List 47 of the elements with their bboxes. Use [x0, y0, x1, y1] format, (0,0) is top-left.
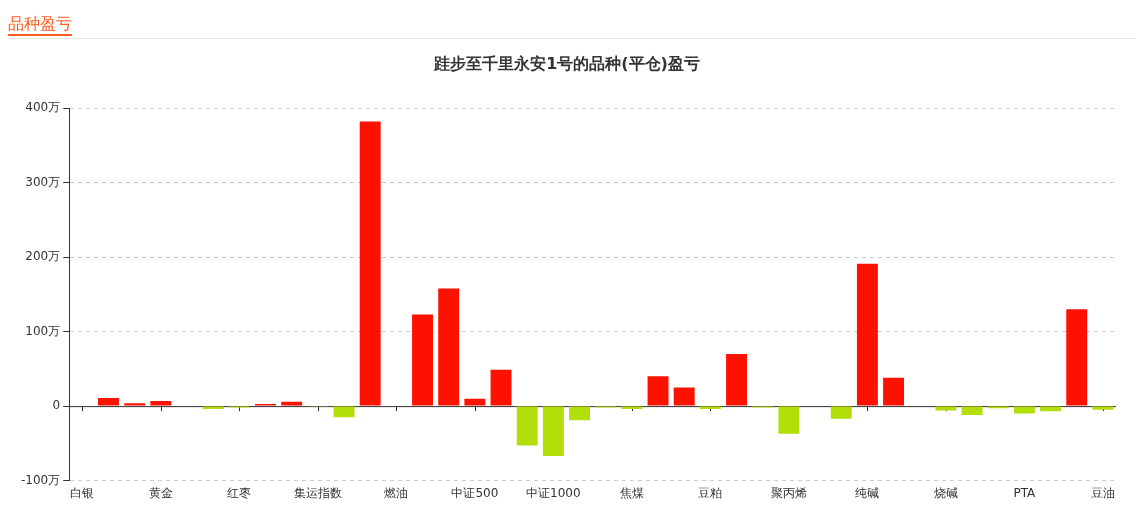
bar: [516, 406, 538, 446]
x-tick-label: 中证1000: [526, 485, 581, 500]
chart-title: 跬步至千里永安1号的品种(平仓)盈亏: [433, 53, 700, 73]
x-tick-label: 黄金: [148, 485, 173, 500]
y-tick-label: 100万: [25, 323, 61, 338]
bar: [935, 406, 957, 411]
bar: [412, 314, 433, 406]
bar: [1013, 406, 1035, 414]
bar: [961, 406, 983, 416]
bar: [490, 369, 512, 406]
x-tick-label: 焦煤: [619, 485, 644, 500]
y-tick-label: 200万: [25, 249, 61, 264]
bar: [333, 406, 355, 418]
bar: [856, 263, 878, 406]
bar: [438, 288, 460, 406]
bar: [359, 121, 381, 406]
x-tick-label: 豆油: [1090, 485, 1115, 500]
bar: [281, 401, 303, 406]
x-tick-label: 纯碱: [855, 485, 880, 500]
bar: [883, 377, 905, 406]
x-tick-label: PTA: [1013, 485, 1037, 500]
bar: [124, 403, 146, 406]
bar: [542, 406, 564, 457]
x-tick-label: 聚丙烯: [770, 485, 807, 500]
y-tick-label: -100万: [21, 472, 61, 487]
bar: [647, 376, 669, 406]
bar: [778, 406, 800, 434]
x-tick-label: 白银: [70, 485, 95, 500]
x-tick-label: 中证500: [451, 485, 499, 500]
x-tick-label: 红枣: [227, 485, 252, 500]
y-tick-label: 0: [52, 398, 61, 413]
y-tick-label: 400万: [25, 100, 61, 115]
bar: [569, 406, 590, 421]
bar: [673, 387, 695, 406]
x-tick-label: 烧碱: [933, 485, 958, 500]
bar: [830, 406, 852, 419]
bar: [1066, 309, 1088, 406]
y-tick-label: 300万: [25, 174, 61, 189]
bar: [150, 400, 172, 406]
bar: [464, 398, 486, 406]
x-tick-label: 豆粕: [698, 485, 723, 500]
x-tick-label: 集运指数: [293, 485, 342, 500]
text: 品种盈亏: [8, 14, 72, 36]
bar: [98, 397, 119, 406]
bar: [726, 353, 748, 406]
bar: [1092, 406, 1114, 410]
x-tick-label: 燃油: [384, 485, 409, 500]
